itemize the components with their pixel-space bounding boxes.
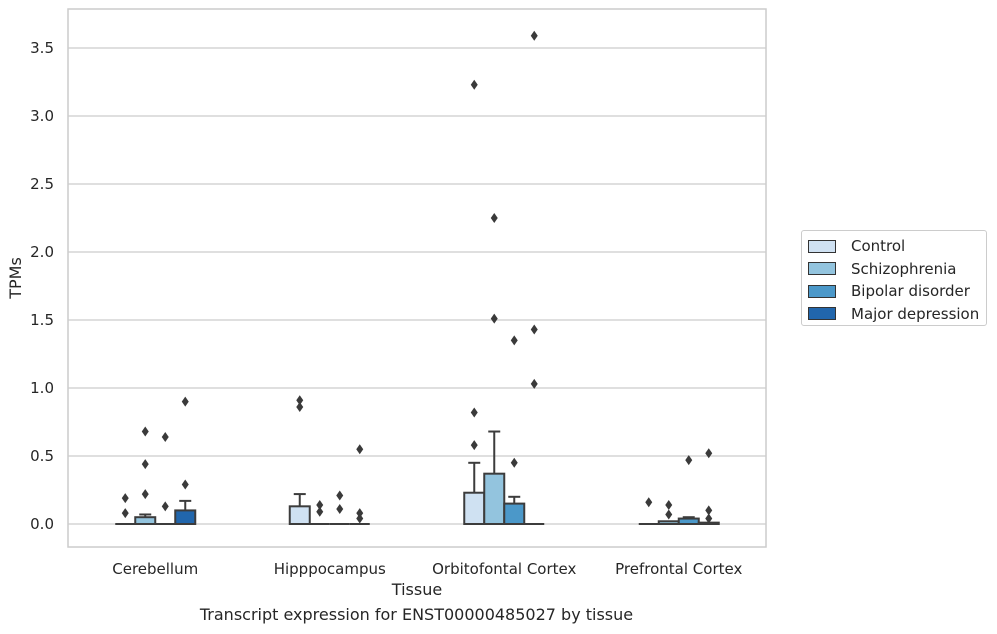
x-tick-label: Prefrontal Cortex: [615, 560, 742, 578]
x-tick-labels: Cerebellum Hipppocampus Orbitofontal Corte…: [112, 560, 742, 578]
boxes: [115, 30, 720, 526]
outlier-point: [141, 489, 149, 500]
outlier-point: [530, 30, 538, 41]
legend-swatch-control: [808, 239, 836, 253]
box-body: [134, 516, 157, 526]
outlier-point: [336, 504, 344, 515]
box-0-0: [115, 493, 136, 525]
legend-item-major-depression: Major depression: [808, 303, 986, 326]
outlier-point: [141, 459, 149, 470]
outlier-point: [530, 378, 538, 389]
legend-label: Bipolar disorder: [851, 282, 970, 301]
legend-item-bipolar-disorder: Bipolar disorder: [808, 280, 986, 303]
box-1-1: [309, 499, 330, 525]
box-3-3: [697, 448, 720, 526]
legend-swatch-bipolar-disorder: [808, 284, 836, 298]
box-2-0: [463, 79, 486, 526]
outlier-point: [316, 499, 324, 510]
outlier-point: [316, 506, 324, 517]
y-tick-label: 3.5: [30, 39, 54, 57]
outlier-point: [530, 324, 538, 335]
y-tick-label: 1.5: [30, 311, 54, 329]
box-2-1: [483, 213, 506, 525]
outlier-point: [356, 444, 364, 455]
plot-frame: [67, 8, 767, 548]
outlier-point: [296, 402, 304, 413]
outlier-point: [470, 407, 478, 418]
x-tick-label: Hipppocampus: [274, 560, 386, 578]
x-axis-label: Tissue: [391, 580, 442, 599]
box-body: [463, 491, 486, 526]
outlier-point: [161, 501, 169, 512]
outlier-point: [645, 497, 653, 508]
legend-swatch-schizophrenia: [808, 262, 836, 276]
grid-lines: [68, 47, 766, 525]
box-0-2: [155, 431, 176, 525]
legend-item-schizophrenia: Schizophrenia: [808, 258, 986, 281]
legend: Control Schizophrenia Bipolar disorder M…: [801, 230, 987, 326]
legend-label: Control: [851, 237, 906, 256]
box-0-3: [174, 396, 197, 525]
outlier-point: [510, 457, 518, 468]
box-body: [483, 472, 506, 525]
y-tick-label: 0.0: [30, 515, 54, 533]
legend-label: Schizophrenia: [851, 259, 957, 278]
y-axis-label: TPMs: [6, 257, 25, 300]
y-tick-label: 2.5: [30, 175, 54, 193]
outlier-point: [665, 509, 673, 520]
box-3-1: [657, 499, 680, 526]
box-3-0: [638, 497, 659, 525]
outlier-point: [705, 513, 713, 524]
box-body: [503, 502, 526, 526]
outlier-point: [161, 431, 169, 442]
box-3-2: [677, 455, 700, 525]
box-body: [174, 509, 197, 525]
figure-caption: Transcript expression for ENST0000048502…: [199, 605, 634, 624]
outlier-point: [181, 396, 189, 407]
outlier-point: [296, 395, 304, 406]
box-body: [288, 505, 311, 526]
outlier-point: [490, 213, 498, 223]
outlier-point: [490, 313, 498, 324]
box-0-1: [134, 426, 157, 526]
outlier-point: [510, 335, 518, 346]
x-tick-label: Cerebellum: [112, 560, 198, 578]
outlier-point: [665, 499, 673, 510]
x-tick-label: Orbitofontal Cortex: [432, 560, 576, 578]
outlier-point: [121, 493, 129, 504]
box-2-3: [524, 30, 545, 525]
outlier-point: [141, 426, 149, 437]
outlier-point: [121, 508, 129, 519]
box-2-2: [503, 335, 526, 526]
box-1-2: [329, 490, 350, 525]
outlier-point: [705, 448, 713, 459]
y-tick-label: 1.0: [30, 379, 54, 397]
legend-swatch-major-depression: [808, 307, 836, 321]
y-tick-label: 3.0: [30, 107, 54, 125]
outlier-point: [181, 479, 189, 490]
legend-label: Major depression: [851, 304, 980, 323]
y-tick-label: 0.5: [30, 447, 54, 465]
box-1-3: [349, 444, 370, 525]
outlier-point: [470, 440, 478, 451]
outlier-point: [336, 490, 344, 501]
outlier-point: [685, 455, 693, 466]
outlier-point: [705, 505, 713, 516]
box-1-0: [288, 395, 311, 526]
y-tick-label: 2.0: [30, 243, 54, 261]
outlier-point: [356, 513, 364, 524]
outlier-point: [470, 79, 478, 90]
y-tick-labels: 0.0 0.5 1.0 1.5 2.0 2.5 3.0 3.5: [30, 39, 54, 533]
legend-item-control: Control: [808, 235, 986, 258]
outlier-point: [356, 508, 364, 519]
